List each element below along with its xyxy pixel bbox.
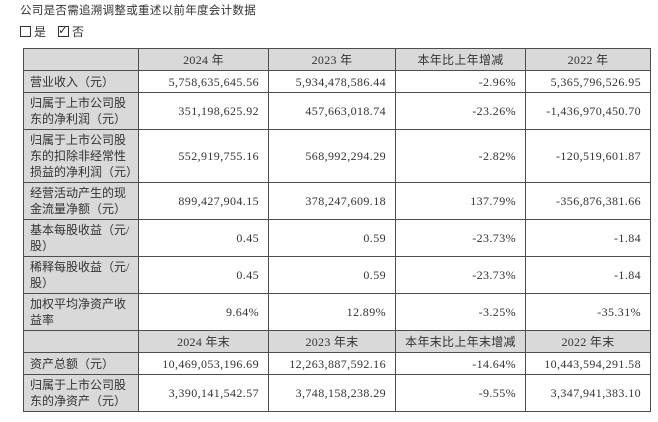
option-yes: 是 [20,25,46,40]
checkbox-checked-icon [58,23,70,38]
empty-corner-cell [23,330,139,353]
option-no: 否 [58,23,85,40]
annual-header-row: 2024 年 2023 年 本年比上年增减 2022 年 [23,48,651,71]
value-2024: 899,427,904.15 [138,182,269,220]
value-end-yoy: -9.55% [395,374,526,412]
header-2024-end: 2024 年末 [138,330,269,353]
row-label: 营业收入（元） [23,70,139,93]
value-yoy: 137.79% [395,182,526,220]
row-label: 归属于上市公司股东的净利润（元） [23,92,139,130]
value-yoy: -23.26% [395,92,526,130]
value-2024: 0.45 [138,219,269,257]
value-2022: -1.84 [525,256,651,294]
table-row-net-profit-excl-nonrecurring: 归属于上市公司股东的扣除非经常性损益的净利润（元） 552,919,755.16… [23,129,651,183]
table-row-operating-cash-flow: 经营活动产生的现金流量净额（元） 899,427,904.15 378,247,… [23,182,651,220]
value-2023: 457,663,018.74 [268,92,396,130]
value-yoy: -23.73% [395,256,526,294]
table-row-basic-eps: 基本每股收益（元/股） 0.45 0.59 -23.73% -1.84 [23,219,651,257]
value-2022: -356,876,381.66 [525,182,651,220]
value-2022: -120,519,601.87 [525,129,651,183]
value-2023-end: 12,263,887,592.16 [268,352,396,375]
option-no-label: 否 [72,25,85,39]
table-row-weighted-avg-roe: 加权平均净资产收益率 9.64% 12.89% -3.25% -35.31% [23,293,651,331]
header-2023-end: 2023 年末 [268,330,396,353]
row-label: 资产总额（元） [23,352,139,375]
value-2023: 12.89% [268,293,396,331]
value-2022: -1.84 [525,219,651,257]
value-2022: -1,436,970,450.70 [525,92,651,130]
restatement-question-text: 公司是否需追溯调整或重述以前年度会计数据 [20,5,256,17]
row-label: 归属于上市公司股东的净资产（元） [23,374,139,412]
value-yoy: -2.96% [395,70,526,93]
value-2024: 9.64% [138,293,269,331]
value-2022: -35.31% [525,293,651,331]
row-label: 归属于上市公司股东的扣除非经常性损益的净利润（元） [23,129,139,183]
value-2023: 378,247,609.18 [268,182,396,220]
table-row-total-assets: 资产总额（元） 10,469,053,196.69 12,263,887,592… [23,352,651,375]
value-2022-end: 10,443,594,291.58 [525,352,651,375]
value-2023-end: 3,748,158,238.29 [268,374,396,412]
value-2024: 552,919,755.16 [138,129,269,183]
value-end-yoy: -14.64% [395,352,526,375]
header-2023: 2023 年 [268,48,396,71]
table-row-net-profit: 归属于上市公司股东的净利润（元） 351,198,625.92 457,663,… [23,92,651,130]
value-yoy: -2.82% [395,129,526,183]
row-label: 经营活动产生的现金流量净额（元） [23,182,139,220]
table-row-diluted-eps: 稀释每股收益（元/股） 0.45 0.59 -23.73% -1.84 [23,256,651,294]
empty-corner-cell [23,48,139,71]
value-2023: 5,934,478,586.44 [268,70,396,93]
table-row-revenue: 营业收入（元） 5,758,635,645.56 5,934,478,586.4… [23,70,651,93]
value-2024-end: 10,469,053,196.69 [138,352,269,375]
header-2024: 2024 年 [138,48,269,71]
option-yes-label: 是 [34,25,47,39]
value-2022-end: 3,347,941,383.10 [525,374,651,412]
key-financials-table: 2024 年 2023 年 本年比上年增减 2022 年 营业收入（元） 5,7… [23,48,651,412]
row-label: 基本每股收益（元/股） [23,219,139,257]
header-yoy-change: 本年比上年增减 [395,48,526,71]
row-label: 加权平均净资产收益率 [23,293,139,331]
value-2024: 351,198,625.92 [138,92,269,130]
header-2022: 2022 年 [525,48,651,71]
restatement-options: 是 否 [20,23,93,40]
value-2023: 0.59 [268,219,396,257]
value-yoy: -23.73% [395,219,526,257]
value-2024: 5,758,635,645.56 [138,70,269,93]
value-yoy: -3.25% [395,293,526,331]
table-row-net-assets: 归属于上市公司股东的净资产（元） 3,390,141,542.57 3,748,… [23,374,651,412]
checkbox-unchecked-icon [20,26,31,37]
header-end-yoy-change: 本年末比上年末增减 [395,330,526,353]
value-2024: 0.45 [138,256,269,294]
row-label: 稀释每股收益（元/股） [23,256,139,294]
value-2022: 5,365,796,526.95 [525,70,651,93]
value-2023: 0.59 [268,256,396,294]
value-2023: 568,992,294.29 [268,129,396,183]
value-2024-end: 3,390,141,542.57 [138,374,269,412]
period-end-header-row: 2024 年末 2023 年末 本年末比上年末增减 2022 年末 [23,330,651,353]
header-2022-end: 2022 年末 [525,330,651,353]
